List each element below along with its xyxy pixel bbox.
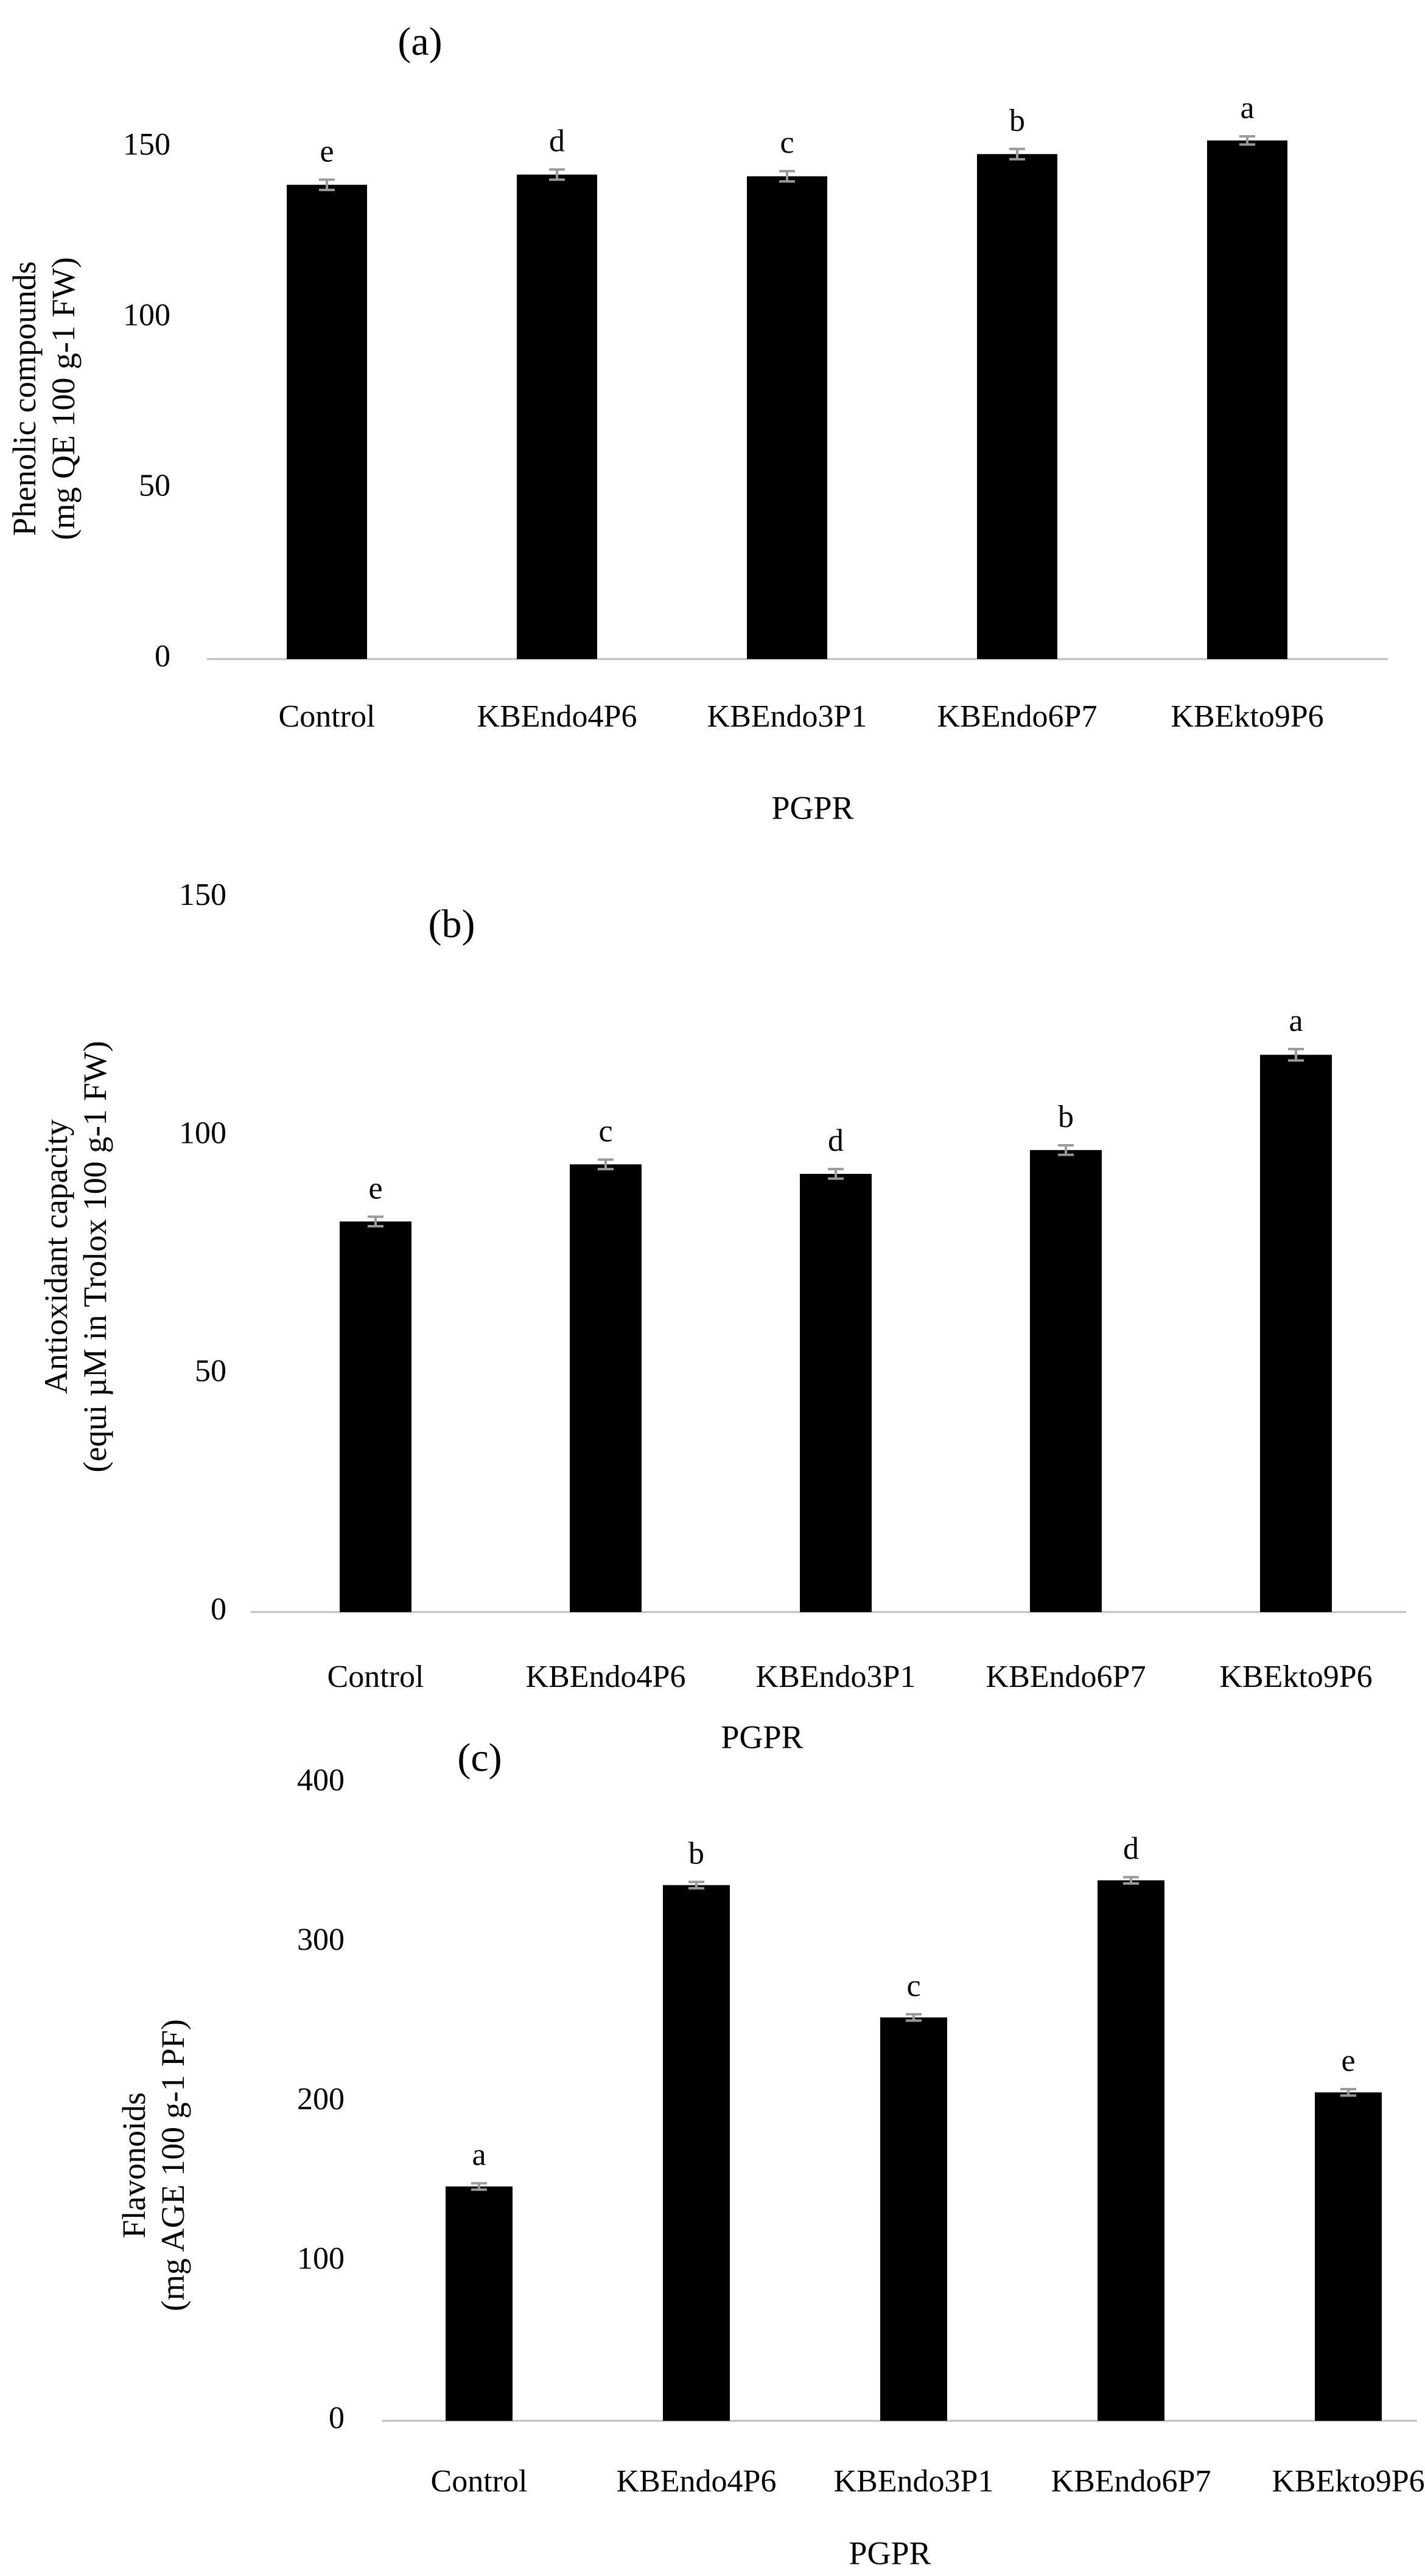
chart-b-y-tick-label: 150 [179,878,226,912]
chart-b-significance-letter: b [1058,1100,1074,1134]
chart-b-y-tick-label: 0 [211,1592,226,1627]
chart-a-x-tick-label: KBEndo6P7 [937,699,1098,734]
chart-a-error-bar [1009,147,1025,161]
chart-b-bar-kbekto9p6 [1260,1055,1332,1612]
chart-c-y-tick-label: 300 [297,1922,345,1957]
chart-b-panel-label: (b) [429,902,475,946]
chart-a-bar-control [287,184,367,659]
chart-b-x-tick-label: KBEndo4P6 [526,1660,686,1694]
chart-b-y-axis-title-line: (equi µM in Trolox 100 g-1 FW) [77,1041,113,1472]
chart-b-x-tick-label: KBEkto9P6 [1219,1660,1372,1694]
chart-a-y-tick-label: 50 [139,469,170,503]
chart-b-error-bar [598,1158,614,1171]
chart-c-error-bar [906,2012,922,2022]
chart-b-x-axis-title: PGPR [721,1719,803,1755]
chart-c-x-tick-label: KBEkto9P6 [1272,2464,1424,2499]
chart-c-error-bar [471,2182,487,2191]
chart-c-y-axis-title-line: Flavonoids [116,2092,152,2238]
chart-c-flavonoids: (c) 0 100 200 300 400 Flavonoids(mg AGE 100 g-… [116,1736,1425,2571]
chart-a-error-bar [319,178,335,192]
chart-c-bar-kbendo3p1 [880,2017,947,2421]
chart-b-significance-letter: a [1289,1004,1303,1038]
chart-b-error-bar [1288,1047,1304,1062]
chart-a-phenolic: (a) 0 50 100 150 Phenolic compounds(mg QE 100… [6,19,1388,826]
chart-a-error-bar [549,168,565,181]
chart-b-bar-kbendo3p1 [800,1173,872,1612]
chart-c-error-bar [688,1880,704,1890]
chart-a-y-tick-label: 150 [123,127,170,162]
chart-c-y-tick-label: 200 [297,2082,345,2117]
chart-a-significance-letter: b [1009,103,1025,138]
chart-c-y-axis-title-line: (mg AGE 100 g-1 PF) [155,2019,191,2311]
chart-a-significance-letter: e [320,134,334,169]
chart-c-bar-kbendo6p7 [1098,1880,1164,2421]
chart-a-y-axis-title-line: (mg QE 100 g-1 FW) [45,257,82,540]
chart-c-y-axis-title: Flavonoids(mg AGE 100 g-1 PF) [116,2019,191,2311]
chart-b-error-bar [828,1168,844,1180]
chart-b-x-tick-label: KBEndo6P7 [986,1660,1146,1694]
chart-a-bar-kbekto9p6 [1207,140,1287,659]
chart-c-x-tick-label: KBEndo3P1 [834,2464,994,2499]
chart-a-x-tick-label: KBEndo4P6 [477,699,637,734]
chart-a-y-axis-title: Phenolic compounds(mg QE 100 g-1 FW) [6,257,82,540]
chart-a-bar-kbendo4p6 [517,174,597,659]
chart-c-y-tick-label: 400 [297,1763,345,1798]
chart-b-y-tick-label: 50 [195,1354,226,1389]
chart-b-antioxidant: (b) 0 50 100 150 Antioxidant capacity(equi µM… [38,878,1406,1755]
chart-a-significance-letter: d [549,124,565,158]
chart-a-x-tick-label: KBEndo3P1 [707,699,867,734]
chart-b-significance-letter: d [828,1123,844,1158]
chart-b-bar-kbendo6p7 [1030,1150,1102,1612]
chart-c-y-tick-label: 100 [297,2241,345,2276]
chart-a-y-axis-title-line: Phenolic compounds [6,261,43,536]
chart-b-y-tick-label: 100 [179,1115,226,1150]
chart-c-bar-control [446,2186,513,2421]
chart-c-y-tick-label: 0 [329,2401,345,2435]
chart-b-significance-letter: c [598,1114,612,1148]
chart-c-significance-letter: b [688,1836,704,1871]
chart-b-error-bar [1058,1143,1074,1156]
chart-c-x-tick-label: Control [431,2464,528,2499]
chart-c-panel-label: (c) [457,1736,502,1780]
chart-b-error-bar [368,1215,383,1228]
chart-b-x-tick-label: KBEndo3P1 [756,1660,916,1694]
chart-c-significance-letter: a [472,2138,486,2173]
chart-c-x-axis-title: PGPR [849,2535,931,2571]
chart-a-significance-letter: a [1240,91,1254,125]
chart-a-bar-kbendo3p1 [747,176,827,659]
chart-a-x-tick-label: Control [279,699,376,734]
chart-c-significance-letter: d [1123,1832,1139,1866]
chart-b-bar-kbendo4p6 [570,1164,642,1612]
chart-a-x-axis-title: PGPR [771,789,853,826]
chart-a-y-tick-label: 0 [155,639,170,674]
chart-b-bar-control [340,1221,411,1612]
chart-c-bar-kbekto9p6 [1315,2092,1382,2421]
chart-c-x-tick-label: KBEndo4P6 [617,2464,777,2499]
chart-a-panel-label: (a) [397,19,442,64]
chart-c-error-bar [1340,2088,1356,2097]
chart-a-error-bar [1239,135,1255,146]
chart-a-bar-kbendo6p7 [977,154,1057,660]
chart-a-x-tick-label: KBEkto9P6 [1171,699,1323,734]
chart-b-y-axis-title-line: Antioxidant capacity [38,1119,74,1394]
chart-c-significance-letter: c [906,1969,920,2003]
chart-c-bar-kbendo4p6 [663,1885,730,2421]
chart-a-significance-letter: c [780,125,794,160]
chart-a-y-tick-label: 100 [123,298,170,332]
chart-b-significance-letter: e [368,1171,382,1206]
chart-c-significance-letter: e [1341,2044,1355,2078]
chart-a-error-bar [779,170,795,183]
chart-b-y-axis-title: Antioxidant capacity(equi µM in Trolox 1… [38,1041,113,1472]
chart-b-x-tick-label: Control [327,1660,424,1694]
chart-c-x-tick-label: KBEndo6P7 [1051,2464,1211,2499]
chart-c-error-bar [1123,1876,1139,1885]
